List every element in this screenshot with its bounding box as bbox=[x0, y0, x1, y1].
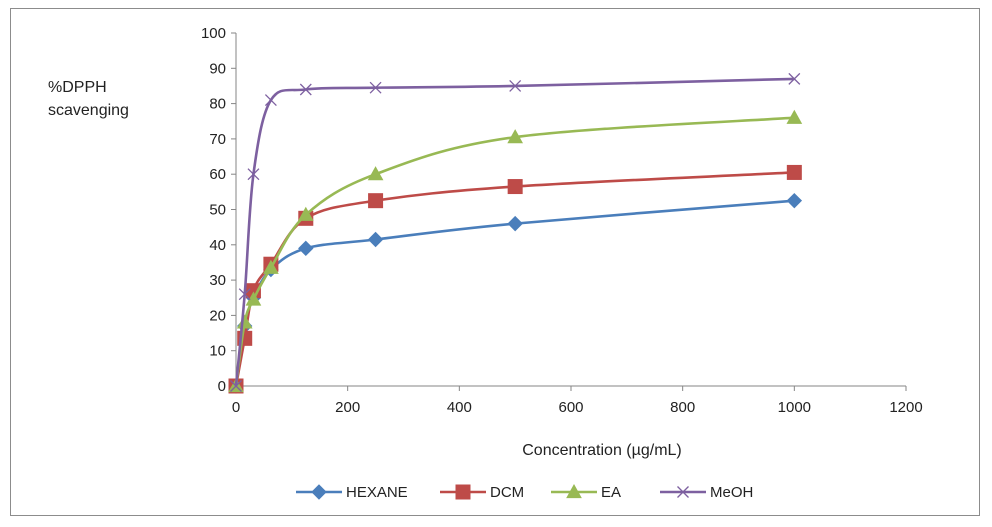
legend-item-ea: EA bbox=[551, 483, 621, 501]
data-point-ea bbox=[786, 109, 803, 124]
legend-marker-meoh bbox=[677, 486, 689, 498]
series-dcm bbox=[228, 164, 802, 394]
data-point-dcm bbox=[368, 193, 384, 209]
data-point-hexane bbox=[298, 240, 314, 257]
y-tick-label: 100 bbox=[201, 25, 226, 42]
data-point-meoh bbox=[230, 380, 242, 392]
marker-stroke bbox=[509, 79, 522, 92]
data-point-ea bbox=[297, 206, 314, 221]
legend-item-meoh: MeOH bbox=[660, 484, 753, 501]
data-point-ea bbox=[236, 314, 253, 329]
y-tick-label: 70 bbox=[209, 131, 226, 148]
marker-stroke bbox=[299, 83, 312, 96]
x-tick-label: 200 bbox=[335, 399, 360, 416]
series-line-ea bbox=[234, 116, 795, 387]
x-tick-label: 1200 bbox=[889, 399, 922, 416]
series-line-meoh bbox=[234, 77, 795, 387]
data-point-meoh bbox=[264, 94, 277, 107]
marker-stroke bbox=[230, 380, 242, 392]
legend-marker-hexane bbox=[311, 484, 327, 500]
x-tick-label: 400 bbox=[447, 399, 472, 416]
y-tick-label: 90 bbox=[209, 60, 226, 77]
y-tick-label: 30 bbox=[209, 272, 226, 289]
data-point-hexane bbox=[786, 192, 803, 209]
data-point-dcm bbox=[786, 164, 802, 180]
x-tick-label: 1000 bbox=[778, 399, 811, 416]
legend-label-dcm: DCM bbox=[490, 484, 524, 501]
y-tick-label: 20 bbox=[209, 307, 226, 324]
legend-label-meoh: MeOH bbox=[710, 484, 753, 501]
legend-label-ea: EA bbox=[601, 484, 621, 501]
y-tick-label: 0 bbox=[218, 378, 226, 395]
legend-marker-ea bbox=[566, 483, 582, 499]
y-tick-label: 60 bbox=[209, 166, 226, 183]
y-axis-title-line1: %DPPH bbox=[48, 79, 107, 96]
marker-stroke bbox=[264, 94, 277, 107]
y-tick-label: 50 bbox=[209, 202, 226, 219]
marker-stroke bbox=[677, 486, 689, 498]
data-point-meoh bbox=[369, 81, 382, 94]
series-hexane bbox=[228, 192, 803, 394]
data-point-meoh bbox=[247, 168, 260, 181]
marker-stroke bbox=[238, 288, 251, 301]
series-meoh bbox=[230, 72, 801, 392]
legend-item-hexane: HEXANE bbox=[296, 484, 408, 501]
chart-frame bbox=[10, 8, 980, 516]
series-ea bbox=[228, 109, 803, 393]
x-tick-label: 800 bbox=[670, 399, 695, 416]
y-tick-label: 10 bbox=[209, 343, 226, 360]
data-point-ea bbox=[263, 259, 279, 274]
data-point-hexane bbox=[367, 231, 384, 248]
marker-stroke bbox=[369, 81, 382, 94]
marker-stroke bbox=[247, 168, 260, 181]
data-point-meoh bbox=[509, 79, 522, 92]
y-tick-label: 80 bbox=[209, 96, 226, 113]
data-point-hexane bbox=[507, 215, 523, 232]
data-point-dcm bbox=[507, 179, 523, 195]
legend: HEXANE DCM EA MeOH bbox=[296, 483, 753, 501]
legend-label-hexane: HEXANE bbox=[346, 484, 408, 501]
legend-marker-dcm bbox=[455, 484, 471, 500]
x-tick-label: 0 bbox=[232, 399, 240, 416]
data-point-ea bbox=[507, 129, 524, 144]
data-point-meoh bbox=[299, 83, 312, 96]
y-tick-label: 40 bbox=[209, 237, 226, 254]
series-layer bbox=[228, 72, 803, 394]
data-point-meoh bbox=[788, 72, 801, 85]
marker-stroke bbox=[788, 72, 801, 85]
data-point-ea bbox=[367, 166, 384, 181]
y-axis-title-line2: scavenging bbox=[48, 102, 129, 119]
x-axis-title: Concentration (µg/mL) bbox=[522, 442, 682, 459]
legend-item-dcm: DCM bbox=[440, 484, 524, 501]
x-tick-label: 600 bbox=[558, 399, 583, 416]
data-point-meoh bbox=[238, 288, 251, 301]
